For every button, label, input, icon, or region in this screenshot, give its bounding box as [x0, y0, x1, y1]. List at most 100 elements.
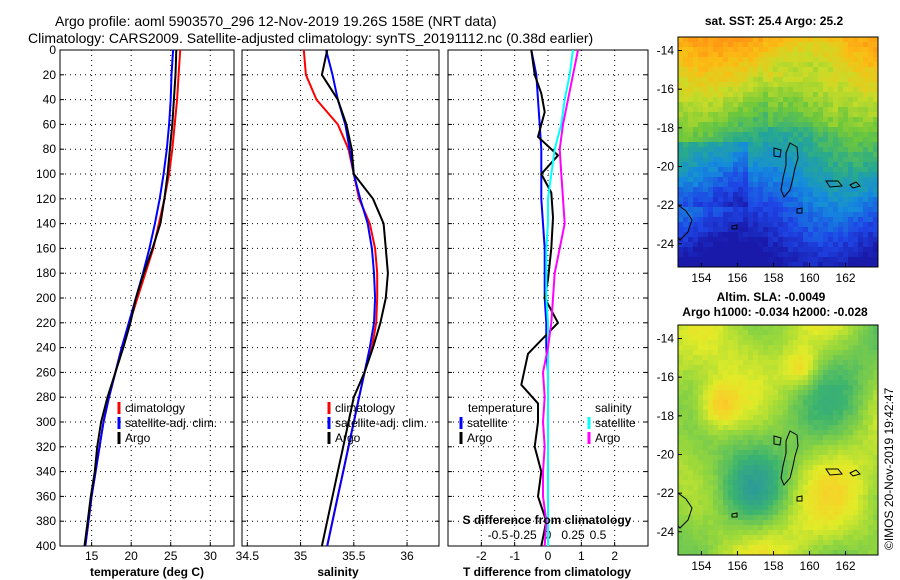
map-cell — [873, 52, 878, 58]
map-cell — [848, 167, 854, 173]
map-cell — [763, 325, 769, 331]
map-cell — [718, 152, 724, 158]
map-cell — [698, 257, 704, 263]
map-cell — [718, 107, 724, 113]
map-cell — [853, 455, 859, 461]
map-cell — [843, 237, 849, 243]
map-cell — [803, 325, 809, 331]
map-cell — [818, 440, 824, 446]
map-cell — [803, 102, 809, 108]
map-cell — [853, 82, 859, 88]
map-cell — [723, 97, 729, 103]
map-cell — [748, 252, 754, 258]
map-cell — [693, 430, 699, 436]
map-cell — [793, 172, 799, 178]
map-cell — [843, 57, 849, 63]
map-cell — [678, 182, 684, 188]
map-cell — [818, 415, 824, 421]
map-cell — [808, 212, 814, 218]
map-cell — [823, 445, 829, 451]
map-cell — [863, 107, 869, 113]
map-cell — [843, 142, 849, 148]
map-cell — [683, 142, 689, 148]
map-cell — [808, 232, 814, 238]
map-cell — [728, 425, 734, 431]
map-cell — [803, 112, 809, 118]
map-cell — [798, 400, 804, 406]
map-cell — [738, 355, 744, 361]
map-cell — [858, 375, 864, 381]
map-cell — [818, 450, 824, 456]
map-cell — [753, 390, 759, 396]
map-cell — [678, 82, 684, 88]
map-cell — [698, 112, 704, 118]
map-cell — [733, 192, 739, 198]
map-cell — [788, 142, 794, 148]
map-cell — [823, 350, 829, 356]
map-cell — [863, 227, 869, 233]
map-cell — [798, 97, 804, 103]
map-cell — [753, 520, 759, 526]
map-cell — [748, 167, 754, 173]
map-cell — [843, 132, 849, 138]
map-cell — [783, 420, 789, 426]
map-cell — [708, 360, 714, 366]
map-cell — [798, 132, 804, 138]
map-cell — [758, 227, 764, 233]
map-cell — [818, 257, 824, 263]
map-cell — [698, 360, 704, 366]
map-cell — [783, 182, 789, 188]
map-cell — [848, 187, 854, 193]
map-cell — [738, 97, 744, 103]
map-cell — [733, 62, 739, 68]
map-cell — [758, 535, 764, 541]
map-cell — [758, 107, 764, 113]
map-cell — [873, 247, 878, 253]
map-cell — [818, 490, 824, 496]
map-cell — [698, 262, 704, 267]
map-cell — [723, 490, 729, 496]
map-cell — [863, 237, 869, 243]
map-cell — [778, 355, 784, 361]
map-cell — [748, 147, 754, 153]
map-cell — [818, 77, 824, 83]
map-cell — [733, 470, 739, 476]
map-cell — [828, 162, 834, 168]
map-cell — [738, 530, 744, 536]
map-cell — [738, 390, 744, 396]
map-cell — [853, 197, 859, 203]
map-cell — [773, 212, 779, 218]
map-cell — [733, 535, 739, 541]
map-cell — [748, 132, 754, 138]
map-cell — [818, 57, 824, 63]
map-cell — [688, 112, 694, 118]
map-cell — [833, 152, 839, 158]
map-cell — [838, 455, 844, 461]
map-cell — [828, 390, 834, 396]
map-cell — [708, 535, 714, 541]
map-cell — [768, 237, 774, 243]
map-cell — [828, 335, 834, 341]
map-cell — [823, 112, 829, 118]
map-cell — [678, 142, 684, 148]
map-cell — [743, 137, 749, 143]
map-cell — [748, 127, 754, 133]
map-cell — [863, 207, 869, 213]
map-cell — [748, 325, 754, 331]
map-cell — [768, 107, 774, 113]
map-cell — [713, 430, 719, 436]
map-cell — [863, 525, 869, 531]
map-cell — [703, 157, 709, 163]
map-cell — [713, 247, 719, 253]
map-cell — [678, 325, 684, 331]
map-cell — [828, 182, 834, 188]
map-cell — [838, 202, 844, 208]
map-cell — [738, 112, 744, 118]
map-cell — [703, 470, 709, 476]
map-cell — [788, 380, 794, 386]
map-cell — [808, 525, 814, 531]
map-cell — [798, 152, 804, 158]
map-cell — [838, 102, 844, 108]
map-cell — [843, 460, 849, 466]
map-cell — [868, 380, 874, 386]
